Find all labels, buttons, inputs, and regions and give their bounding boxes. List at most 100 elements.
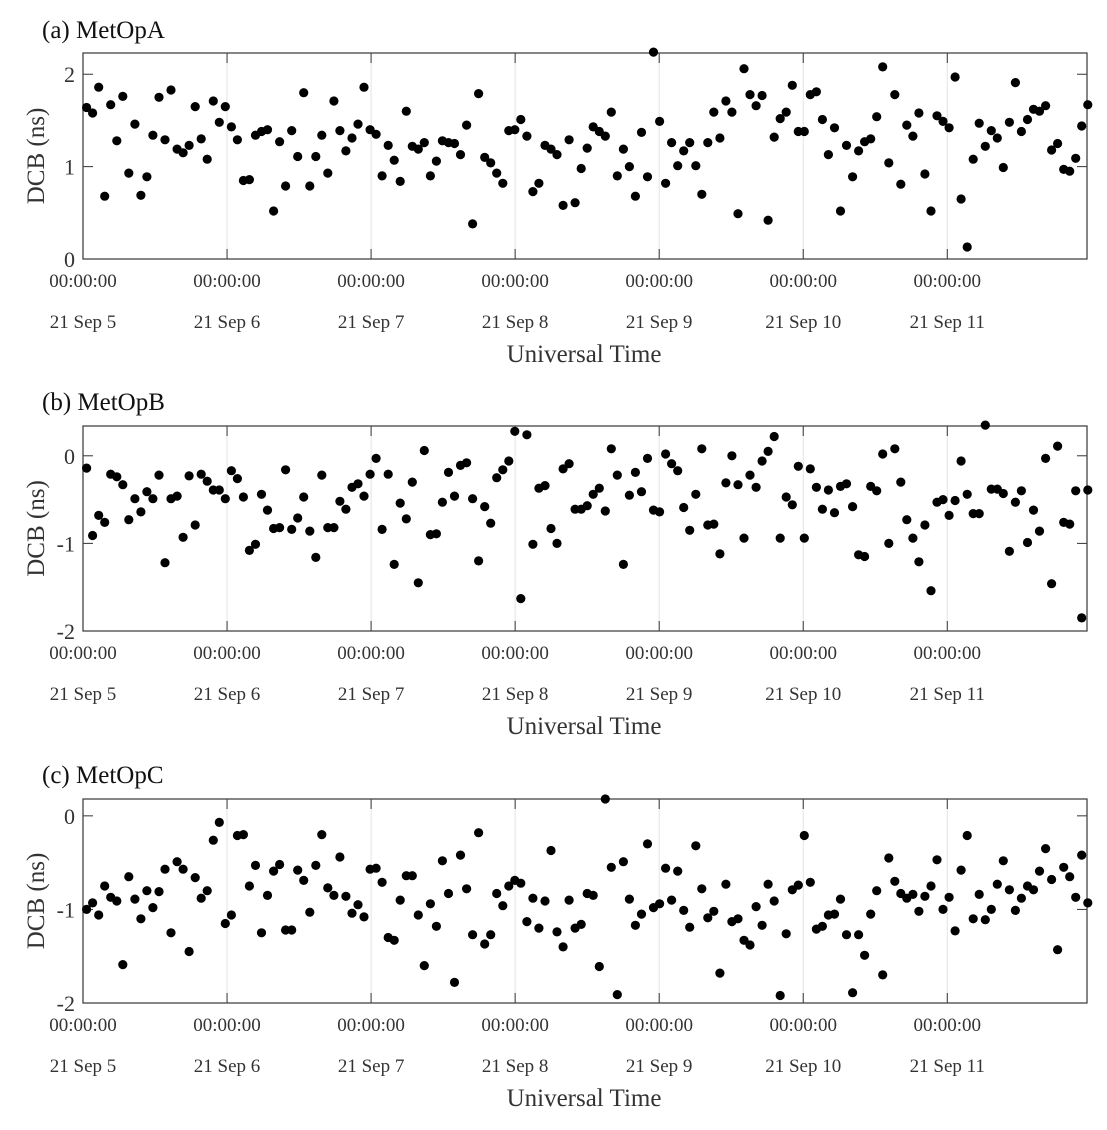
data-point <box>136 914 146 924</box>
data-point <box>709 906 719 916</box>
data-point <box>745 940 755 950</box>
data-point <box>317 130 327 140</box>
data-point <box>564 459 574 469</box>
data-point <box>980 915 990 925</box>
data-point <box>214 117 224 127</box>
data-point <box>522 430 532 440</box>
data-point <box>474 89 484 99</box>
data-point <box>377 171 387 181</box>
x-tick-label-time: 00:00:00 <box>337 643 405 664</box>
data-point <box>745 90 755 100</box>
data-point <box>82 904 92 915</box>
data-point <box>944 510 954 520</box>
data-point <box>534 923 544 933</box>
x-tick-label-time: 00:00:00 <box>481 643 549 664</box>
data-point <box>896 179 906 189</box>
data-point <box>281 181 291 191</box>
data-point <box>468 219 478 229</box>
data-point <box>727 107 737 117</box>
data-point <box>522 917 532 927</box>
data-point <box>980 420 990 430</box>
data-point <box>624 490 635 500</box>
data-point <box>799 126 809 137</box>
data-point <box>1053 945 1063 955</box>
x-tick-label-date: 21 Sep 10 <box>765 1056 841 1077</box>
data-point <box>576 163 586 174</box>
data-point <box>1059 862 1069 872</box>
data-point <box>667 895 677 905</box>
data-point <box>1083 898 1093 908</box>
data-point <box>82 463 92 473</box>
data-point <box>486 518 496 528</box>
data-point <box>94 82 104 92</box>
x-tick-label-time: 00:00:00 <box>481 1015 549 1036</box>
data-point <box>932 111 942 121</box>
x-tick-label-date: 21 Sep 10 <box>765 312 841 333</box>
data-point <box>938 116 948 126</box>
data-point <box>769 431 779 442</box>
data-point <box>751 482 761 492</box>
data-point <box>480 939 490 949</box>
data-point <box>733 914 743 924</box>
data-point <box>1016 486 1026 496</box>
data-point <box>148 903 158 913</box>
data-point <box>166 85 176 95</box>
data-point <box>425 899 435 909</box>
data-point <box>534 178 544 188</box>
data-point <box>793 880 803 890</box>
data-point <box>377 877 387 887</box>
data-point <box>1028 885 1039 895</box>
data-point <box>1004 546 1015 556</box>
data-point <box>455 850 466 860</box>
data-point <box>817 921 828 931</box>
data-point <box>685 525 695 535</box>
y-tick-label: 0 <box>64 804 75 829</box>
data-point <box>82 102 92 113</box>
y-tick-label: -2 <box>57 619 75 644</box>
data-point <box>546 144 556 154</box>
data-point <box>202 154 212 164</box>
data-point <box>1083 100 1093 110</box>
data-point <box>353 479 363 489</box>
data-point <box>908 131 918 141</box>
data-point <box>329 523 339 533</box>
data-point <box>685 922 695 932</box>
data-point <box>419 138 429 148</box>
data-point <box>244 175 254 185</box>
data-point <box>914 108 924 118</box>
data-point <box>106 100 116 110</box>
data-point <box>727 451 737 461</box>
data-point <box>667 459 677 469</box>
data-point <box>974 889 984 900</box>
data-point <box>474 828 484 838</box>
data-point <box>275 523 285 533</box>
data-point <box>136 507 146 517</box>
data-point <box>697 189 707 199</box>
data-point <box>335 852 345 862</box>
data-point <box>220 102 230 112</box>
data-point <box>673 161 683 171</box>
data-point <box>178 864 188 874</box>
data-point <box>528 187 538 197</box>
data-point <box>118 480 128 490</box>
data-point <box>823 485 834 495</box>
data-point <box>655 116 665 126</box>
data-point <box>799 533 809 543</box>
x-tick-label-date: 21 Sep 9 <box>626 1056 693 1077</box>
data-point <box>287 925 297 935</box>
data-point <box>636 127 647 137</box>
data-point <box>866 134 876 144</box>
data-point <box>1047 579 1057 589</box>
data-point <box>305 181 315 191</box>
x-tick-label-date: 21 Sep 6 <box>194 1056 261 1077</box>
data-point <box>1010 905 1021 916</box>
data-point <box>389 935 399 945</box>
data-point <box>250 539 261 549</box>
data-point <box>1065 872 1075 882</box>
data-point <box>835 206 846 216</box>
data-point <box>419 961 429 971</box>
data-point <box>769 132 779 142</box>
data-point <box>383 140 393 150</box>
data-point <box>697 884 707 894</box>
data-point <box>775 533 785 543</box>
